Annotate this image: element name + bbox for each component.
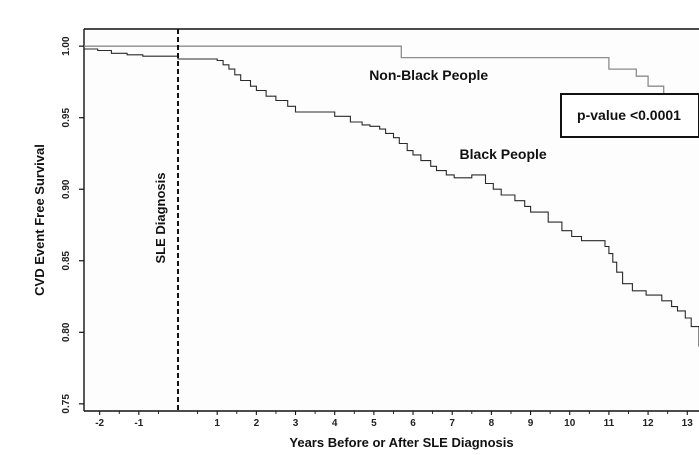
y-tick-label: 0.80 xyxy=(61,322,72,342)
series-layer xyxy=(84,45,699,347)
x-axis-title: Years Before or After SLE Diagnosis xyxy=(289,435,513,450)
x-tick-label: 8 xyxy=(489,418,495,429)
x-tick-label: 1 xyxy=(214,418,220,429)
y-axis-title: CVD Event Free Survival xyxy=(32,144,47,296)
p-value-box xyxy=(560,93,699,138)
x-tick-label: -2 xyxy=(95,418,104,429)
series-line-non-black xyxy=(84,45,699,100)
x-tick-label: 13 xyxy=(682,418,694,429)
x-tick-label: 6 xyxy=(410,418,416,429)
y-tick-label: 0.75 xyxy=(61,394,72,414)
x-tick-label: 7 xyxy=(449,418,455,429)
x-tick-label: 12 xyxy=(643,418,655,429)
y-tick-label: 1.00 xyxy=(61,36,72,56)
x-tick-label: 2 xyxy=(254,418,260,429)
y-tick-label: 0.90 xyxy=(61,179,72,199)
sle-diagnosis-label: SLE Diagnosis xyxy=(153,172,168,263)
p-value-label: p-value <0.0001 xyxy=(577,107,681,123)
series-line-black xyxy=(84,48,699,347)
x-tick-label: 4 xyxy=(332,418,338,429)
x-axis: -2 -1 1 2 3 4 5 6 7 8 9 10 11 12 13 xyxy=(84,410,699,429)
x-tick-label: 3 xyxy=(293,418,299,429)
annotation-layer: SLE Diagnosis Non-Black People Black Peopl… xyxy=(153,29,699,411)
x-tick-label: 11 xyxy=(604,418,615,429)
x-tick-label: 10 xyxy=(564,418,576,429)
x-tick-label: 9 xyxy=(528,418,534,429)
non-black-label: Non-Black People xyxy=(369,67,488,83)
y-tick-label: 0.85 xyxy=(61,251,72,271)
plot-area xyxy=(84,29,699,411)
y-axis: 0.75 0.80 0.85 0.90 0.95 1.00 xyxy=(61,28,699,414)
y-tick-label: 0.95 xyxy=(61,108,72,128)
x-tick-label: -1 xyxy=(134,418,143,429)
black-label: Black People xyxy=(460,146,547,162)
x-tick-label: 5 xyxy=(371,418,377,429)
